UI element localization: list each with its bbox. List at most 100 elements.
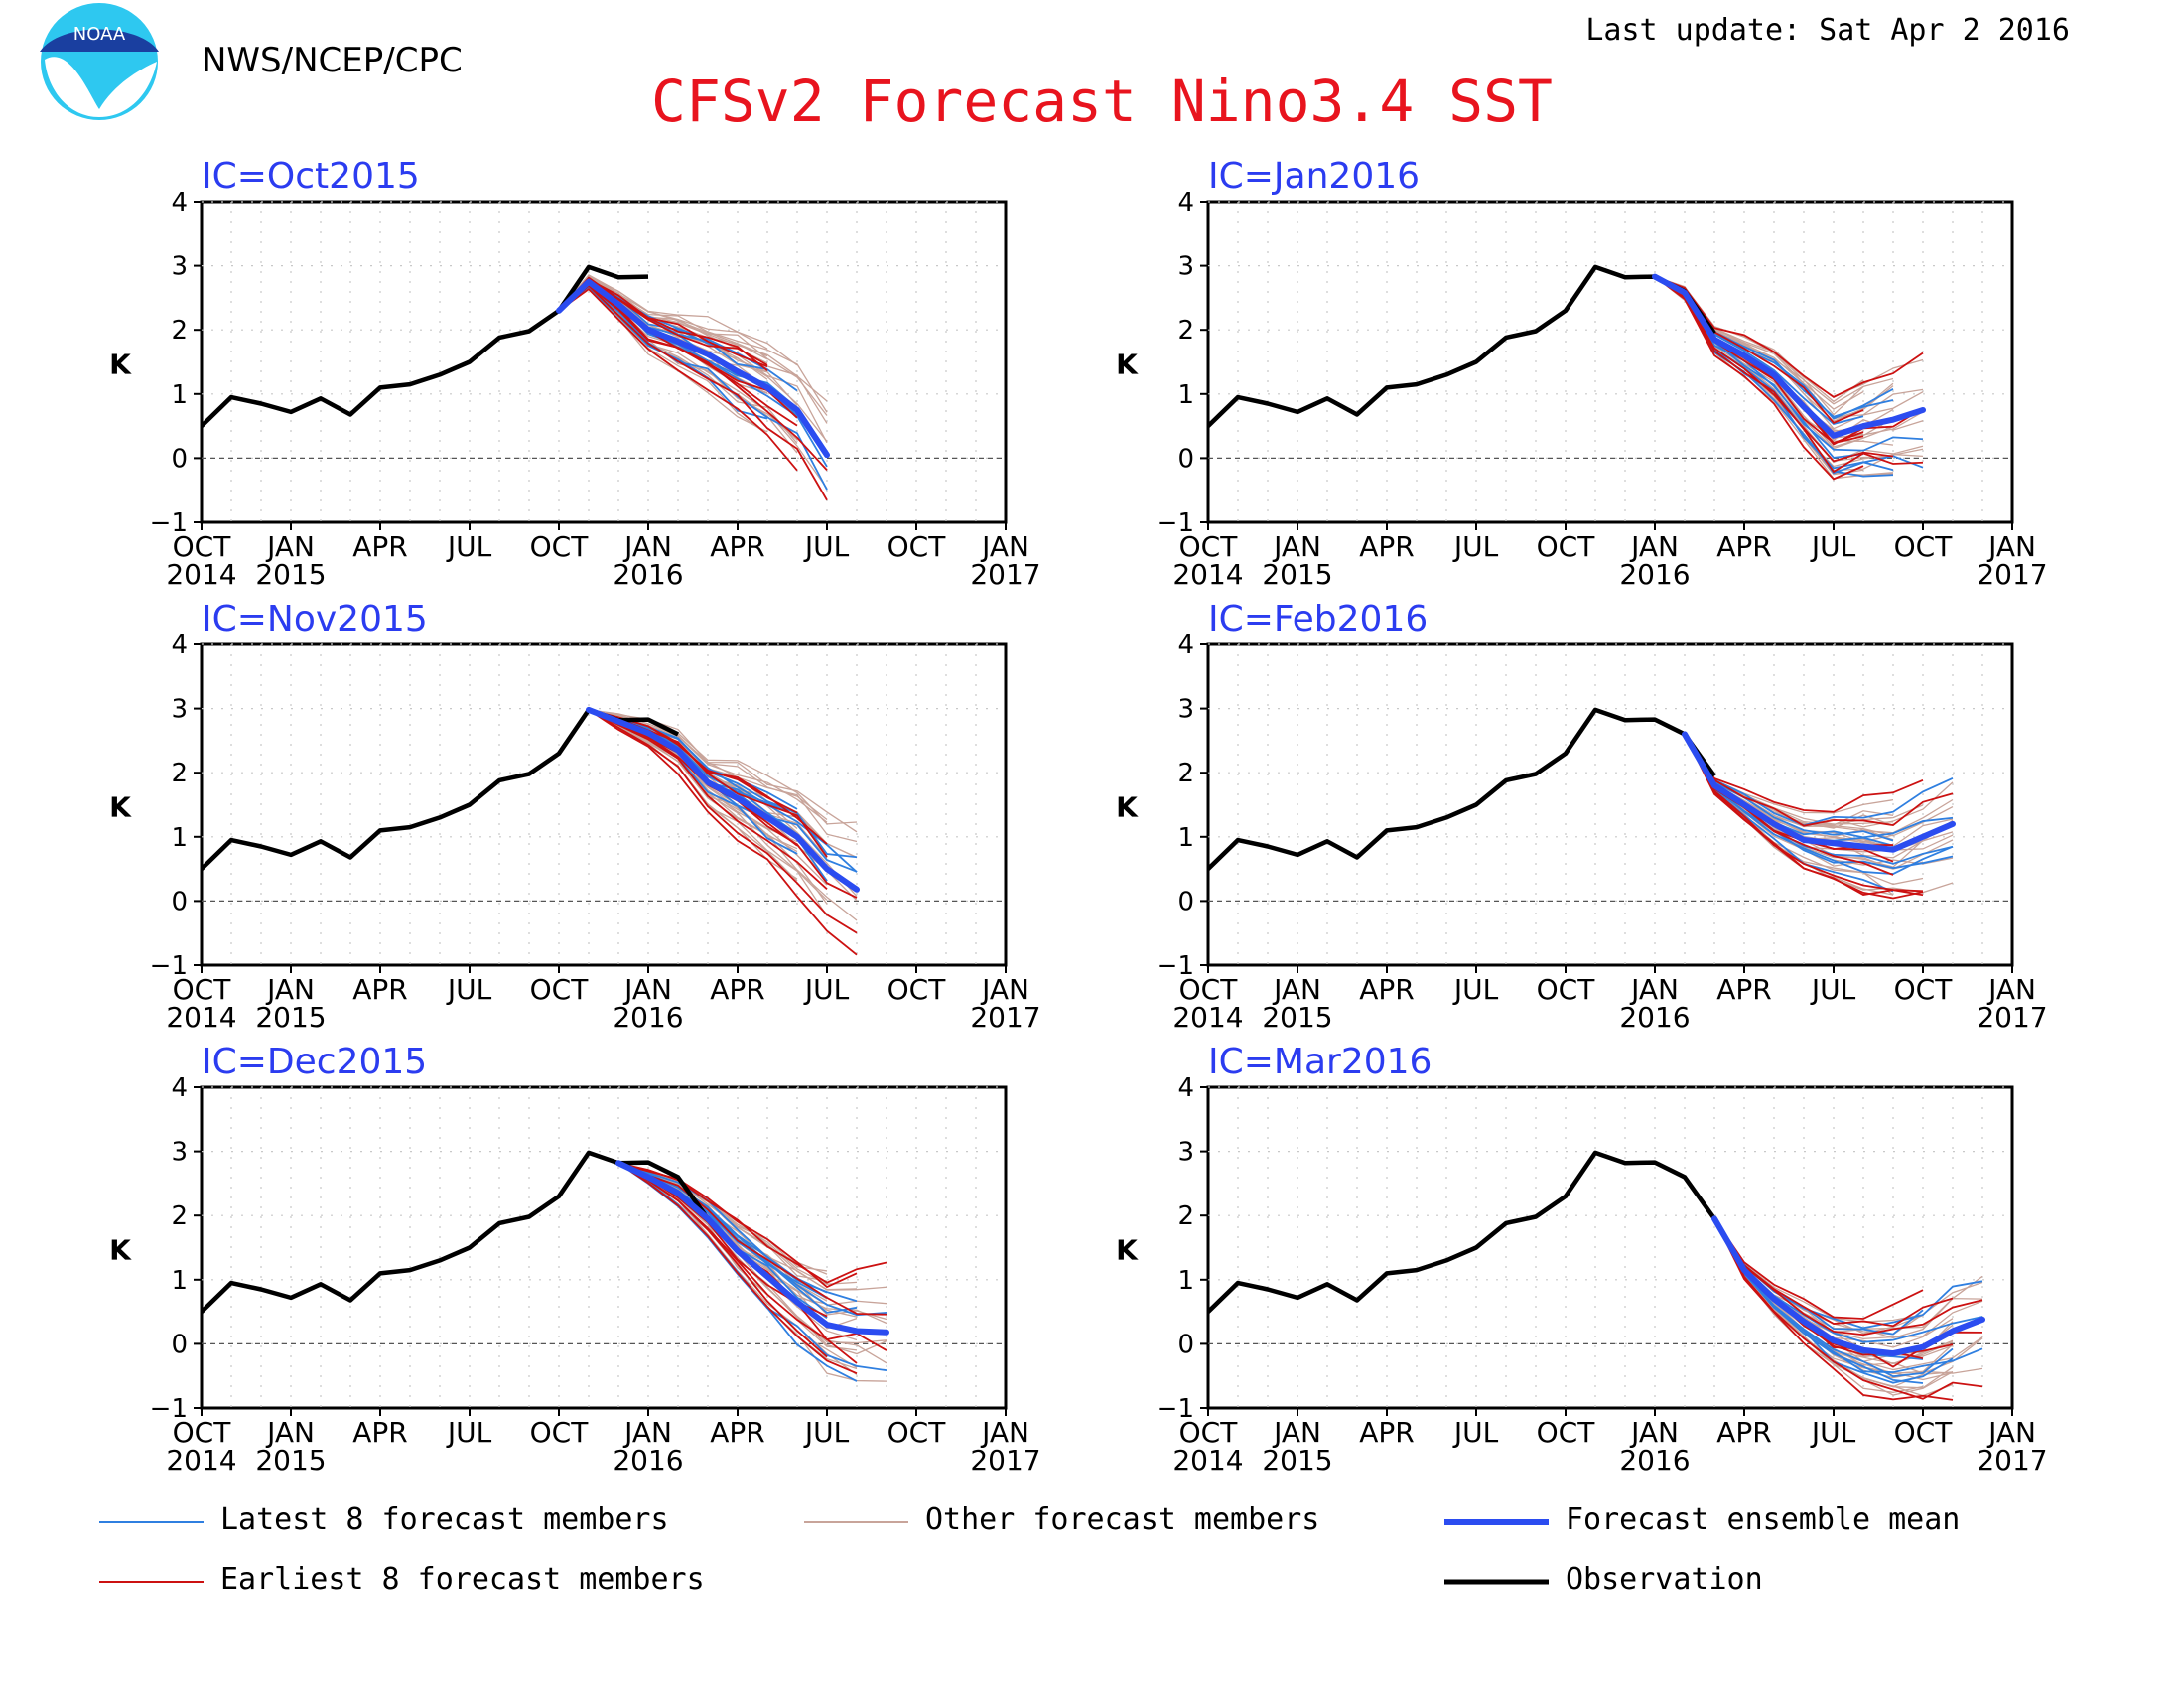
x-tick-month-label: JUL bbox=[446, 530, 492, 563]
y-tick-label: 1 bbox=[171, 1266, 188, 1296]
ensemble-mean-line bbox=[1682, 731, 1956, 853]
observation-line bbox=[1206, 1150, 1716, 1314]
ensemble-mean-line bbox=[556, 278, 830, 459]
x-tick-month-label: OCT bbox=[1179, 973, 1239, 1006]
panel-title: IC=Feb2016 bbox=[1208, 599, 1428, 639]
x-tick-month-label: OCT bbox=[1894, 973, 1954, 1006]
y-tick-label: −1 bbox=[1157, 951, 1194, 981]
x-tick-month-label: JUL bbox=[1452, 973, 1499, 1006]
y-tick-label: 0 bbox=[1177, 887, 1194, 916]
x-tick-month-label: JAN bbox=[980, 530, 1029, 563]
y-tick-label: 1 bbox=[171, 380, 188, 410]
earliest-member-line bbox=[1713, 1218, 1983, 1400]
x-tick-month-label: APR bbox=[1716, 1416, 1772, 1449]
x-tick-month-label: JAN bbox=[1629, 973, 1679, 1006]
y-tick-label: 3 bbox=[1177, 1138, 1194, 1168]
y-tick-label: 4 bbox=[171, 1073, 188, 1103]
plot-frame bbox=[200, 200, 1008, 524]
y-tick-label: 2 bbox=[171, 759, 188, 788]
x-tick-month-label: APR bbox=[1359, 530, 1415, 563]
x-tick-year-label: 2015 bbox=[255, 1001, 326, 1034]
x-tick-month-label: APR bbox=[1716, 973, 1772, 1006]
y-tick-label: 0 bbox=[1177, 444, 1194, 474]
y-tick-label: 4 bbox=[1177, 631, 1194, 660]
x-tick-year-label: 2017 bbox=[1977, 558, 2047, 591]
y-tick-label: −1 bbox=[1157, 508, 1194, 538]
x-tick-month-label: OCT bbox=[1179, 530, 1239, 563]
x-tick-year-label: 2017 bbox=[970, 1001, 1040, 1034]
x-tick-month-label: OCT bbox=[887, 530, 947, 563]
x-tick-month-label: JAN bbox=[1272, 530, 1321, 563]
earliest-member-line bbox=[1713, 1218, 1954, 1401]
earliest-member-line bbox=[1713, 1217, 1983, 1336]
earliest-member-line bbox=[1713, 1217, 1924, 1320]
x-tick-year-label: 2016 bbox=[1619, 558, 1690, 591]
x-tick-month-label: APR bbox=[1716, 530, 1772, 563]
legend-latest-label: Latest 8 forecast members bbox=[220, 1502, 669, 1537]
x-tick-year-label: 2014 bbox=[166, 1001, 236, 1034]
y-tick-label: 4 bbox=[1177, 1073, 1194, 1103]
x-tick-month-label: APR bbox=[710, 1416, 765, 1449]
x-tick-month-label: OCT bbox=[1537, 530, 1596, 563]
panel-title: IC=Nov2015 bbox=[202, 599, 428, 639]
x-tick-month-label: APR bbox=[710, 530, 765, 563]
y-tick-label: 1 bbox=[1177, 823, 1194, 853]
other-member-line bbox=[558, 274, 798, 366]
y-axis-label: K bbox=[1116, 1234, 1139, 1267]
x-tick-month-label: APR bbox=[1359, 973, 1415, 1006]
legend-obs-label: Observation bbox=[1566, 1562, 1763, 1597]
x-tick-month-label: JUL bbox=[446, 973, 492, 1006]
legend-mean-label: Forecast ensemble mean bbox=[1566, 1502, 1960, 1537]
x-tick-month-label: JUL bbox=[1452, 1416, 1499, 1449]
y-tick-label: 2 bbox=[1177, 316, 1194, 346]
x-tick-month-label: APR bbox=[710, 973, 765, 1006]
earliest-member-line bbox=[558, 284, 828, 472]
panel-title: IC=Oct2015 bbox=[202, 156, 420, 197]
ensemble-mean-line bbox=[1652, 273, 1926, 439]
y-tick-label: 2 bbox=[1177, 759, 1194, 788]
x-tick-month-label: OCT bbox=[530, 973, 590, 1006]
y-tick-label: 3 bbox=[171, 252, 188, 282]
x-tick-month-label: JAN bbox=[1272, 973, 1321, 1006]
y-tick-label: 0 bbox=[171, 1330, 188, 1359]
earliest-member-line bbox=[617, 1162, 887, 1316]
x-tick-month-label: OCT bbox=[887, 973, 947, 1006]
x-tick-month-label: OCT bbox=[173, 530, 232, 563]
x-tick-month-label: OCT bbox=[173, 1416, 232, 1449]
x-tick-month-label: JUL bbox=[803, 973, 850, 1006]
x-tick-month-label: JAN bbox=[1629, 1416, 1679, 1449]
x-tick-month-label: JAN bbox=[622, 1416, 672, 1449]
plot-frame bbox=[1206, 1085, 2014, 1410]
latest-member-line bbox=[1684, 734, 1954, 875]
earliest-member-line bbox=[558, 284, 828, 501]
x-tick-month-label: OCT bbox=[1537, 973, 1596, 1006]
earliest-member-line bbox=[1684, 733, 1954, 827]
x-tick-year-label: 2017 bbox=[970, 558, 1040, 591]
y-axis-label: K bbox=[109, 1234, 132, 1267]
x-tick-year-label: 2014 bbox=[166, 558, 236, 591]
earliest-member-line bbox=[588, 709, 858, 956]
y-tick-label: 0 bbox=[171, 444, 188, 474]
earliest-member-line bbox=[1684, 734, 1924, 893]
x-tick-year-label: 2016 bbox=[1619, 1001, 1690, 1034]
y-tick-label: 0 bbox=[1177, 1330, 1194, 1359]
y-tick-label: 1 bbox=[1177, 380, 1194, 410]
x-tick-month-label: JAN bbox=[1629, 530, 1679, 563]
x-tick-month-label: OCT bbox=[1894, 1416, 1954, 1449]
observation-line bbox=[1206, 707, 1716, 871]
x-tick-month-label: JAN bbox=[1986, 530, 2036, 563]
x-tick-year-label: 2015 bbox=[1262, 1001, 1332, 1034]
y-tick-label: 3 bbox=[171, 695, 188, 725]
x-tick-year-label: 2015 bbox=[1262, 1444, 1332, 1477]
x-tick-month-label: OCT bbox=[173, 973, 232, 1006]
earliest-member-line bbox=[1684, 734, 1924, 900]
x-tick-month-label: JAN bbox=[1986, 1416, 2036, 1449]
x-tick-month-label: JUL bbox=[803, 530, 850, 563]
x-tick-month-label: APR bbox=[352, 1416, 408, 1449]
x-tick-year-label: 2014 bbox=[166, 1444, 236, 1477]
